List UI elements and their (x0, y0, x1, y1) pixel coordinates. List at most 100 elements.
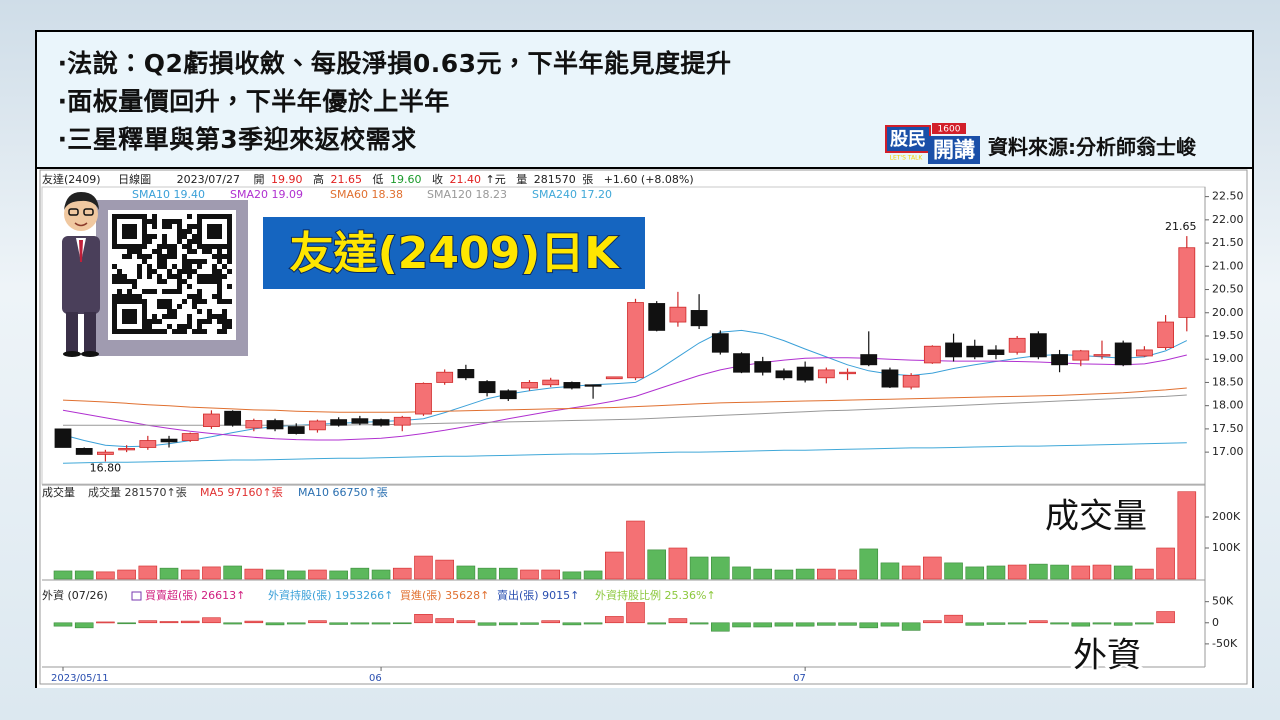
bullet: ‧三星釋單與第3季迎來返校需求 (58, 125, 417, 154)
quote-period: 日線圖 (118, 172, 151, 186)
qr-cell (207, 274, 212, 279)
qr-cell (152, 314, 157, 319)
bar (626, 602, 645, 624)
candle-body (1008, 337, 1026, 353)
bar (456, 620, 476, 624)
bar (838, 622, 857, 626)
qr-cell (132, 249, 137, 254)
bar (774, 569, 794, 580)
candle-body (1135, 349, 1153, 357)
bar (583, 570, 603, 580)
presenter (62, 192, 100, 357)
bar (223, 565, 242, 580)
bar (96, 571, 115, 580)
qr-cell (217, 289, 222, 294)
bar (286, 622, 306, 625)
qr-finder (112, 299, 147, 334)
bar (414, 614, 433, 624)
candle-body (648, 303, 666, 331)
qr-cell (202, 279, 207, 284)
bar (583, 622, 603, 625)
bar (159, 567, 179, 580)
bar (1135, 622, 1154, 625)
qr-cell (112, 279, 117, 284)
quote-key: 低 (372, 172, 383, 186)
bar (1071, 622, 1091, 627)
candle-body (160, 438, 178, 443)
y-tick-label: 200K (1212, 510, 1241, 523)
qr-cell (162, 234, 167, 239)
bar (711, 622, 730, 632)
qr-finder (122, 224, 137, 239)
qr-cell (142, 254, 147, 259)
bar (329, 570, 348, 580)
qr-cell (152, 289, 157, 294)
qr-cell (202, 259, 207, 264)
panel-icon (131, 591, 142, 601)
qr-cell (187, 294, 192, 299)
bar (138, 620, 158, 624)
y-tick-label: 19.00 (1212, 352, 1244, 365)
legend-entry: SMA240 17.20 (532, 188, 612, 201)
y-tick-label: 17.00 (1212, 445, 1244, 458)
bar (986, 622, 1006, 625)
bar (286, 570, 306, 580)
qr-cell (122, 294, 127, 299)
bar (329, 622, 348, 625)
qr-cell (182, 264, 187, 269)
qr-cell (197, 259, 202, 264)
qr-cell (202, 319, 207, 324)
qr-cell (177, 324, 182, 329)
qr-cell (147, 234, 152, 239)
qr-cell (172, 219, 177, 224)
bar (817, 568, 836, 580)
qr-cell (182, 324, 187, 329)
bar (1050, 622, 1069, 625)
qr-cell (227, 249, 232, 254)
qr-cell (187, 244, 192, 249)
qr-cell (167, 324, 172, 329)
y-tick-label: 19.50 (1212, 329, 1244, 342)
bar (74, 570, 94, 580)
qr-cell (152, 269, 157, 274)
bar (265, 569, 285, 580)
y-tick-label: 50K (1212, 595, 1234, 608)
bar (626, 520, 645, 580)
bar (1029, 620, 1048, 624)
qr-cell (122, 279, 127, 284)
qr-cell (182, 234, 187, 239)
qr-cell (207, 309, 212, 314)
bar (477, 622, 497, 626)
bar (1156, 547, 1175, 580)
quote-key: 開 (253, 173, 264, 186)
qr-cell (207, 319, 212, 324)
y-tick-label: 20.00 (1212, 306, 1244, 319)
bar (732, 622, 751, 628)
qr-cell (212, 279, 217, 284)
qr-cell (192, 294, 197, 299)
qr-cell (157, 319, 162, 324)
bar (944, 614, 963, 624)
qr-cell (172, 329, 177, 334)
bullet: ‧面板量價回升，下半年優於上半年 (58, 87, 450, 116)
y-tick-label: 21.50 (1212, 236, 1244, 249)
bar (520, 622, 539, 625)
qr-cell (212, 264, 217, 269)
qr-cell (167, 254, 172, 259)
bar (117, 622, 136, 625)
bar (923, 556, 942, 580)
qr-cell (212, 274, 217, 279)
qr-cell (192, 329, 197, 334)
bar (244, 568, 264, 580)
qr-cell (117, 279, 122, 284)
chart-border (39, 169, 1248, 685)
y-tick-label: 22.50 (1212, 190, 1244, 203)
qr-cell (167, 289, 172, 294)
qr-cell (217, 249, 222, 254)
head (64, 197, 98, 231)
glasses (68, 208, 79, 216)
qr-cell (227, 259, 232, 264)
quote-volume: 281570 (534, 173, 576, 186)
bar (689, 556, 709, 580)
